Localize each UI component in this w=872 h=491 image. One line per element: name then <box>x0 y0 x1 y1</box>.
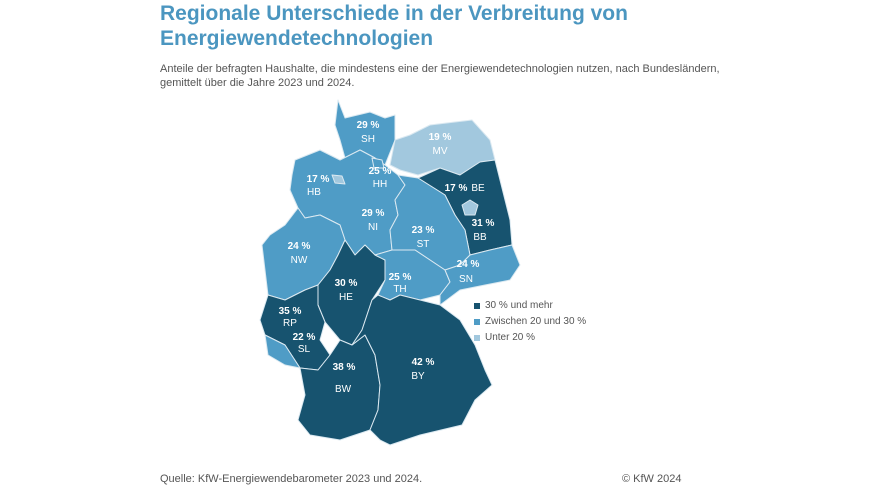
state-label-bb: BB <box>473 232 487 243</box>
state-label-he: HE <box>339 292 353 303</box>
state-label-sh: SH <box>361 134 375 145</box>
state-label-st: ST <box>417 239 430 250</box>
state-value-nw: 24 % <box>288 241 311 252</box>
state-value-st: 23 % <box>412 225 435 236</box>
state-value-bw: 38 % <box>333 362 356 373</box>
legend-item-high: 30 % und mehr <box>474 300 553 311</box>
state-sl <box>264 334 301 369</box>
state-label-th: TH <box>393 284 406 295</box>
state-value-hb: 17 % <box>307 174 330 185</box>
state-by <box>351 294 493 446</box>
state-value-be: 17 % <box>445 183 468 194</box>
state-label-ni: NI <box>368 222 378 233</box>
state-hh <box>371 157 385 169</box>
legend-label: Unter 20 % <box>485 332 536 343</box>
state-label-nw: NW <box>291 255 308 266</box>
state-value-he: 30 % <box>335 278 358 289</box>
state-value-bb: 31 % <box>472 218 495 229</box>
legend-swatch <box>474 318 480 325</box>
state-label-be: BE <box>471 183 485 194</box>
state-value-by: 42 % <box>412 357 435 368</box>
state-be <box>461 199 479 216</box>
state-value-th: 25 % <box>389 272 412 283</box>
state-hb <box>331 174 346 185</box>
state-th <box>374 249 451 301</box>
chart-subtitle: Anteile der befragten Haushalte, die min… <box>160 63 720 89</box>
state-value-rp: 35 % <box>279 306 302 317</box>
state-value-sl: 22 % <box>293 332 316 343</box>
legend-label: 30 % und mehr <box>485 300 553 311</box>
state-value-mv: 19 % <box>429 132 452 143</box>
legend-item-low: Unter 20 % <box>474 332 535 343</box>
state-label-sl: SL <box>298 344 311 355</box>
legend-item-mid: Zwischen 20 und 30 % <box>474 316 586 327</box>
state-label-rp: RP <box>283 318 297 329</box>
chart-title: Regionale Unterschiede in der Verbreitun… <box>160 2 628 50</box>
state-value-sh: 29 % <box>357 120 380 131</box>
state-value-sn: 24 % <box>457 259 480 270</box>
state-label-by: BY <box>411 371 425 382</box>
legend-label: Zwischen 20 und 30 % <box>485 316 587 327</box>
state-value-hh: 25 % <box>369 166 392 177</box>
state-sn <box>439 244 521 306</box>
state-label-mv: MV <box>433 146 448 157</box>
legend-swatch <box>474 302 480 309</box>
copyright: © KfW 2024 <box>622 473 682 485</box>
state-label-sn: SN <box>459 274 473 285</box>
state-label-hb: HB <box>307 187 321 198</box>
state-value-ni: 29 % <box>362 208 385 219</box>
legend-swatch <box>474 334 480 341</box>
source-note: Quelle: KfW-Energiewendebarometer 2023 u… <box>160 473 423 485</box>
state-label-hh: HH <box>373 179 387 190</box>
state-label-bw: BW <box>335 384 352 395</box>
